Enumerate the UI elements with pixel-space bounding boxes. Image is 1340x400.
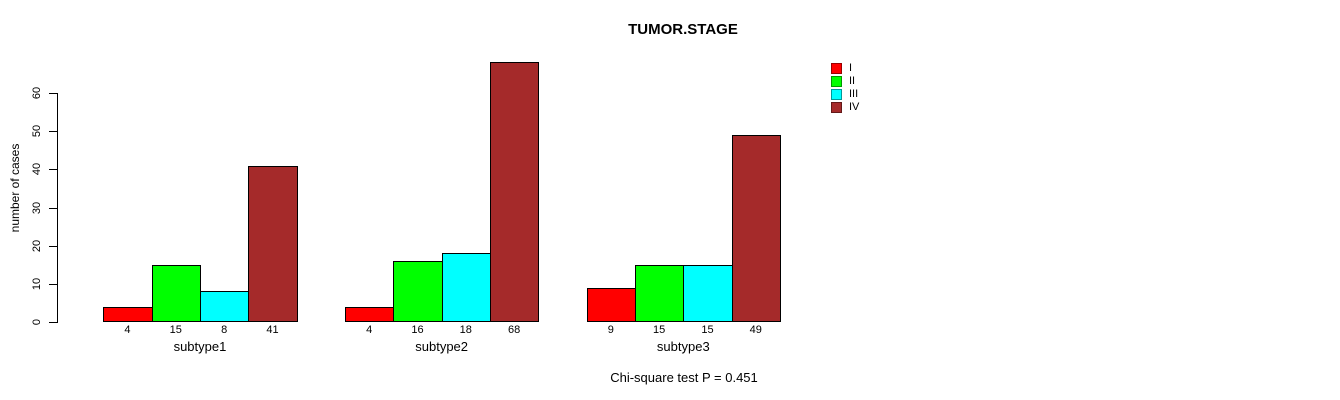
y-tick-label: 40 — [31, 163, 43, 176]
legend-item-IV: IV — [831, 102, 859, 113]
y-tick-label: 10 — [31, 277, 43, 290]
y-tick-label: 30 — [31, 201, 43, 214]
bar-subtype2-II — [393, 260, 443, 322]
bar-subtype1-IV — [248, 165, 298, 322]
bar-value-label: 15 — [653, 324, 666, 336]
legend-label: II — [849, 75, 856, 87]
bar-value-label: 9 — [607, 324, 614, 336]
y-tick — [49, 169, 57, 171]
bar-value-label: 41 — [266, 324, 279, 336]
legend-swatch-III — [831, 89, 842, 100]
legend-label: I — [849, 62, 853, 74]
bar-value-label: 4 — [124, 324, 131, 336]
chi-square-annotation: Chi-square test P = 0.451 — [610, 370, 758, 385]
legend-swatch-II — [831, 76, 842, 87]
y-tick — [49, 131, 57, 133]
bar-subtype1-I — [103, 306, 153, 322]
bar-value-label: 4 — [366, 324, 373, 336]
x-category-label-subtype3: subtype3 — [656, 339, 710, 354]
bar-subtype2-III — [441, 253, 491, 322]
legend-label: III — [849, 88, 859, 100]
x-category-label-subtype1: subtype1 — [173, 339, 227, 354]
y-tick — [49, 207, 57, 209]
y-axis-line — [57, 93, 58, 323]
bar-subtype1-II — [151, 264, 201, 322]
bar-subtype2-I — [344, 306, 395, 322]
bar-subtype3-III — [683, 264, 733, 322]
y-tick — [49, 93, 57, 94]
bar-value-label: 8 — [221, 324, 228, 336]
x-category-label-subtype2: subtype2 — [415, 339, 469, 354]
bar-value-label: 49 — [749, 324, 762, 336]
bar-subtype3-IV — [731, 134, 781, 322]
legend-item-I: I — [831, 63, 859, 74]
bar-value-label: 15 — [701, 324, 714, 336]
chart-legend: I II III IV — [831, 63, 859, 115]
y-tick-label: 50 — [31, 125, 43, 138]
y-tick — [49, 283, 57, 285]
y-tick-label: 60 — [31, 86, 43, 100]
bar-value-label: 15 — [169, 324, 182, 336]
bar-subtype3-I — [586, 287, 636, 322]
bar-subtype2-IV — [489, 62, 540, 322]
chart-title: TUMOR.STAGE — [628, 21, 738, 38]
bar-value-label: 68 — [508, 324, 521, 336]
legend-item-III: III — [831, 89, 859, 100]
y-tick — [49, 245, 57, 247]
bar-subtype1-III — [199, 291, 250, 322]
bar-value-label: 16 — [411, 324, 424, 336]
y-tick — [49, 322, 57, 323]
bar-subtype3-II — [634, 264, 685, 322]
legend-label: IV — [849, 101, 860, 113]
y-tick-label: 20 — [31, 239, 43, 252]
legend-swatch-I — [831, 63, 842, 74]
y-tick-label: 0 — [31, 318, 43, 326]
legend-item-II: II — [831, 76, 859, 87]
bar-value-label: 18 — [459, 324, 472, 336]
legend-swatch-IV — [831, 102, 842, 113]
